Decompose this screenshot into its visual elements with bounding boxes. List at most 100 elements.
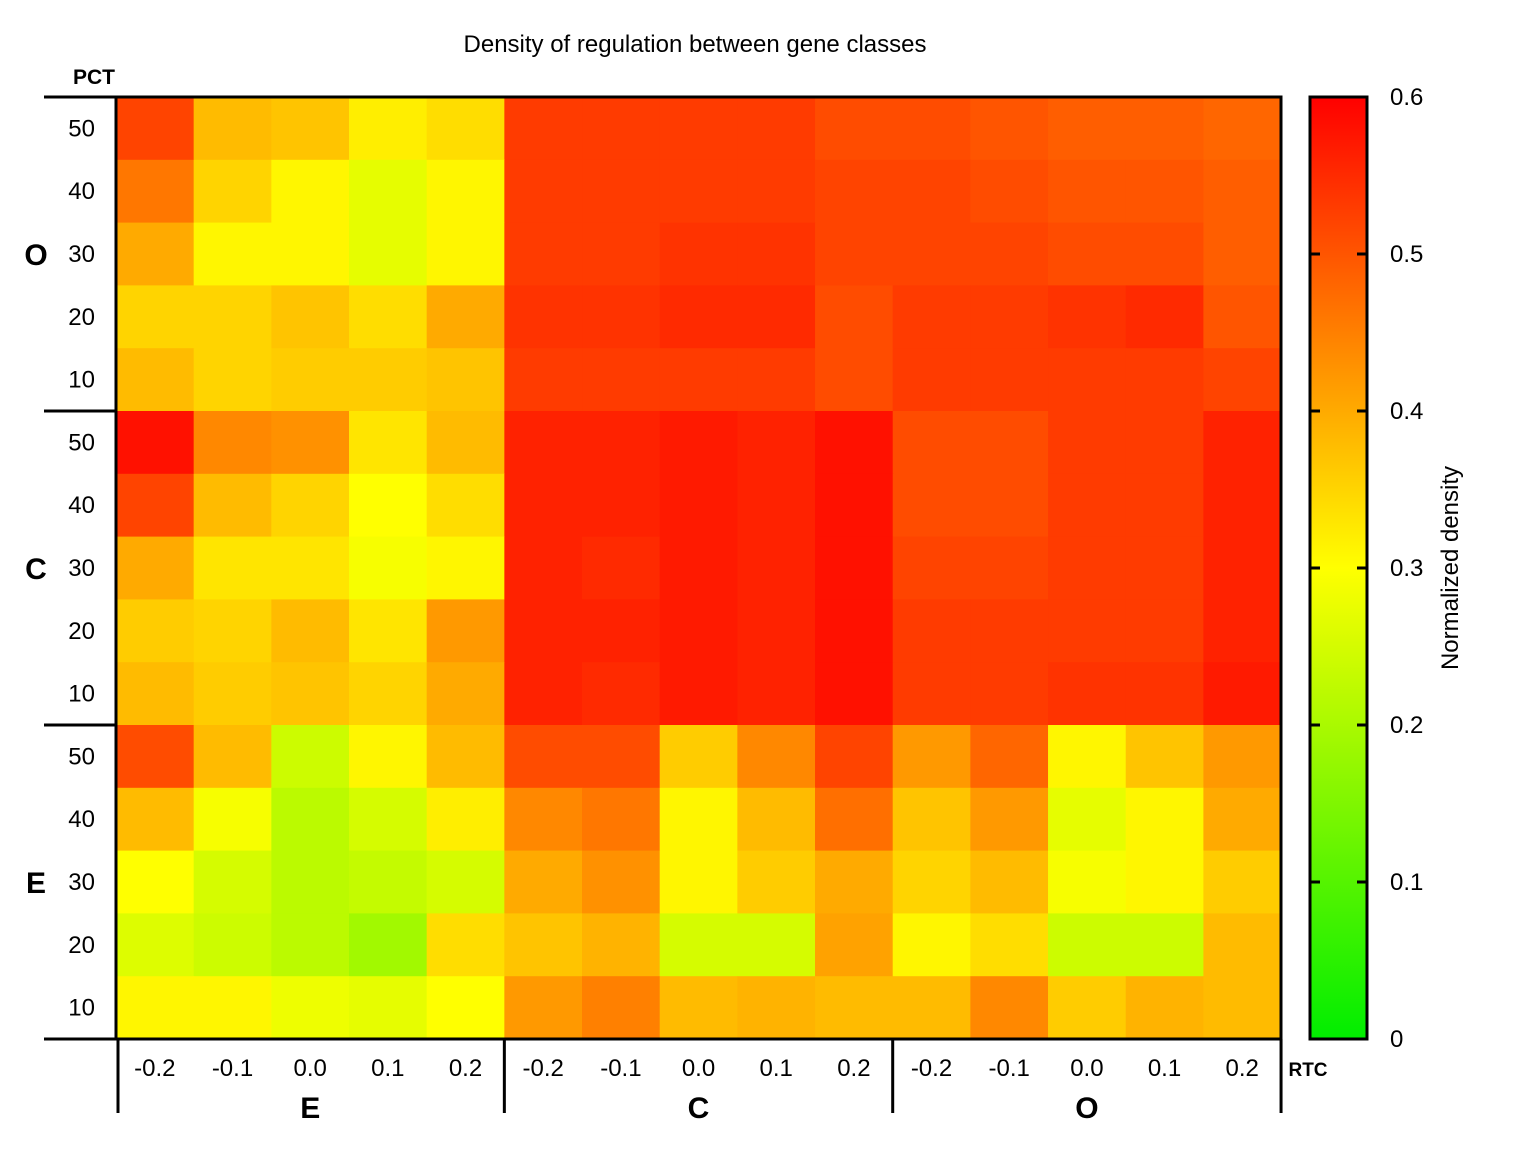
- heatmap-cell: [116, 159, 195, 224]
- heatmap-cell: [1203, 976, 1282, 1040]
- row-axis-label: PCT: [73, 66, 115, 89]
- heatmap-cell: [504, 473, 583, 538]
- heatmap-cell: [892, 976, 971, 1040]
- heatmap-cell: [892, 285, 971, 349]
- heatmap-cell: [970, 536, 1049, 600]
- heatmap-cell: [659, 473, 738, 538]
- heatmap-cell: [737, 662, 816, 726]
- heatmap-cell: [1125, 725, 1204, 789]
- heatmap-cell: [815, 787, 894, 852]
- heatmap-cell: [737, 159, 816, 224]
- heatmap-cell: [426, 97, 505, 161]
- heatmap-cell: [504, 976, 583, 1040]
- heatmap-cell: [193, 850, 272, 914]
- heatmap-cell: [349, 662, 428, 726]
- heatmap-cell: [116, 976, 195, 1040]
- heatmap-cell: [1048, 976, 1127, 1040]
- heatmap-cell: [1048, 913, 1127, 977]
- heatmap-cell: [815, 97, 894, 161]
- heatmap-cell: [970, 662, 1049, 726]
- heatmap-cell: [815, 913, 894, 977]
- colorbar-tick-label: 0.1: [1390, 869, 1423, 896]
- heatmap-cell: [659, 411, 738, 475]
- heatmap-cell: [892, 913, 971, 977]
- heatmap-cell: [737, 411, 816, 475]
- heatmap-cell: [426, 913, 505, 977]
- heatmap-cell: [1048, 411, 1127, 475]
- heatmap-cell: [970, 348, 1049, 412]
- heatmap-cell: [1203, 850, 1282, 914]
- heatmap-cell: [271, 725, 350, 789]
- row-tick-label: 40: [68, 178, 95, 205]
- heatmap-cell: [1203, 285, 1282, 349]
- row-tick-label: 20: [68, 618, 95, 645]
- heatmap-cell: [193, 159, 272, 224]
- heatmap-cell: [1125, 976, 1204, 1040]
- heatmap-cell: [892, 97, 971, 161]
- heatmap-cell: [193, 913, 272, 977]
- heatmap-cell: [116, 850, 195, 914]
- heatmap-cell: [659, 662, 738, 726]
- heatmap-cell: [504, 725, 583, 789]
- heatmap-cell: [1125, 473, 1204, 538]
- heatmap-cell: [116, 913, 195, 977]
- heatmap-cell: [582, 285, 661, 349]
- heatmap-cell: [504, 662, 583, 726]
- col-tick-label: 0.2: [449, 1055, 482, 1082]
- heatmap-cell: [970, 599, 1049, 663]
- row-group-label: E: [26, 867, 46, 900]
- heatmap-cell: [193, 536, 272, 600]
- heatmap-cell: [271, 411, 350, 475]
- heatmap-cell: [349, 473, 428, 538]
- heatmap-cell: [1048, 348, 1127, 412]
- heatmap-cell: [349, 97, 428, 161]
- col-labels: E C O -0.2 -0.1 0.0 0.1 0.2 -0.2 -0.1 0.0 0.1 0.2 -0.…: [116, 1039, 1283, 1125]
- heatmap-cell: [271, 159, 350, 224]
- heatmap-cell: [582, 913, 661, 977]
- heatmap-cell: [1203, 599, 1282, 663]
- heatmap-cell: [1125, 348, 1204, 412]
- heatmap-cell: [116, 473, 195, 538]
- heatmap-cell: [815, 662, 894, 726]
- heatmap-cell: [426, 725, 505, 789]
- heatmap-cell: [271, 599, 350, 663]
- heatmap-cell: [659, 348, 738, 412]
- heatmap-cell: [193, 473, 272, 538]
- heatmap-cell: [1125, 787, 1204, 852]
- heatmap-cell: [193, 222, 272, 286]
- heatmap-cell: [737, 599, 816, 663]
- heatmap-cell: [892, 159, 971, 224]
- col-tick-label: -0.1: [600, 1055, 641, 1082]
- plot-frame: [114, 95, 1283, 1041]
- heatmap-cell: [737, 850, 816, 914]
- heatmap-cell: [970, 913, 1049, 977]
- heatmap-cell: [504, 913, 583, 977]
- col-group-label: C: [688, 1092, 710, 1125]
- heatmap-cell: [737, 473, 816, 538]
- heatmap-cell: [426, 599, 505, 663]
- heatmap-cell: [892, 850, 971, 914]
- row-tick-label: 20: [68, 932, 95, 959]
- heatmap-cell: [193, 599, 272, 663]
- row-tick-label: 30: [68, 555, 95, 582]
- heatmap-cell: [815, 222, 894, 286]
- heatmap-cell: [426, 411, 505, 475]
- heatmap-cell: [193, 411, 272, 475]
- heatmap-cell: [659, 599, 738, 663]
- heatmap-cell: [193, 285, 272, 349]
- row-group-label: O: [24, 239, 47, 272]
- heatmap-cells: [116, 97, 1282, 1040]
- heatmap-cell: [193, 662, 272, 726]
- heatmap-cell: [271, 662, 350, 726]
- heatmap-cell: [349, 850, 428, 914]
- heatmap-cell: [582, 411, 661, 475]
- heatmap-cell: [349, 536, 428, 600]
- heatmap-cell: [1048, 473, 1127, 538]
- heatmap-cell: [1203, 97, 1282, 161]
- col-axis-label: RTC: [1288, 1060, 1327, 1081]
- heatmap-cell: [659, 159, 738, 224]
- heatmap-cell: [426, 536, 505, 600]
- heatmap-cell: [1125, 536, 1204, 600]
- row-tick-label: 40: [68, 492, 95, 519]
- colorbar-tick-label: 0.5: [1390, 241, 1423, 268]
